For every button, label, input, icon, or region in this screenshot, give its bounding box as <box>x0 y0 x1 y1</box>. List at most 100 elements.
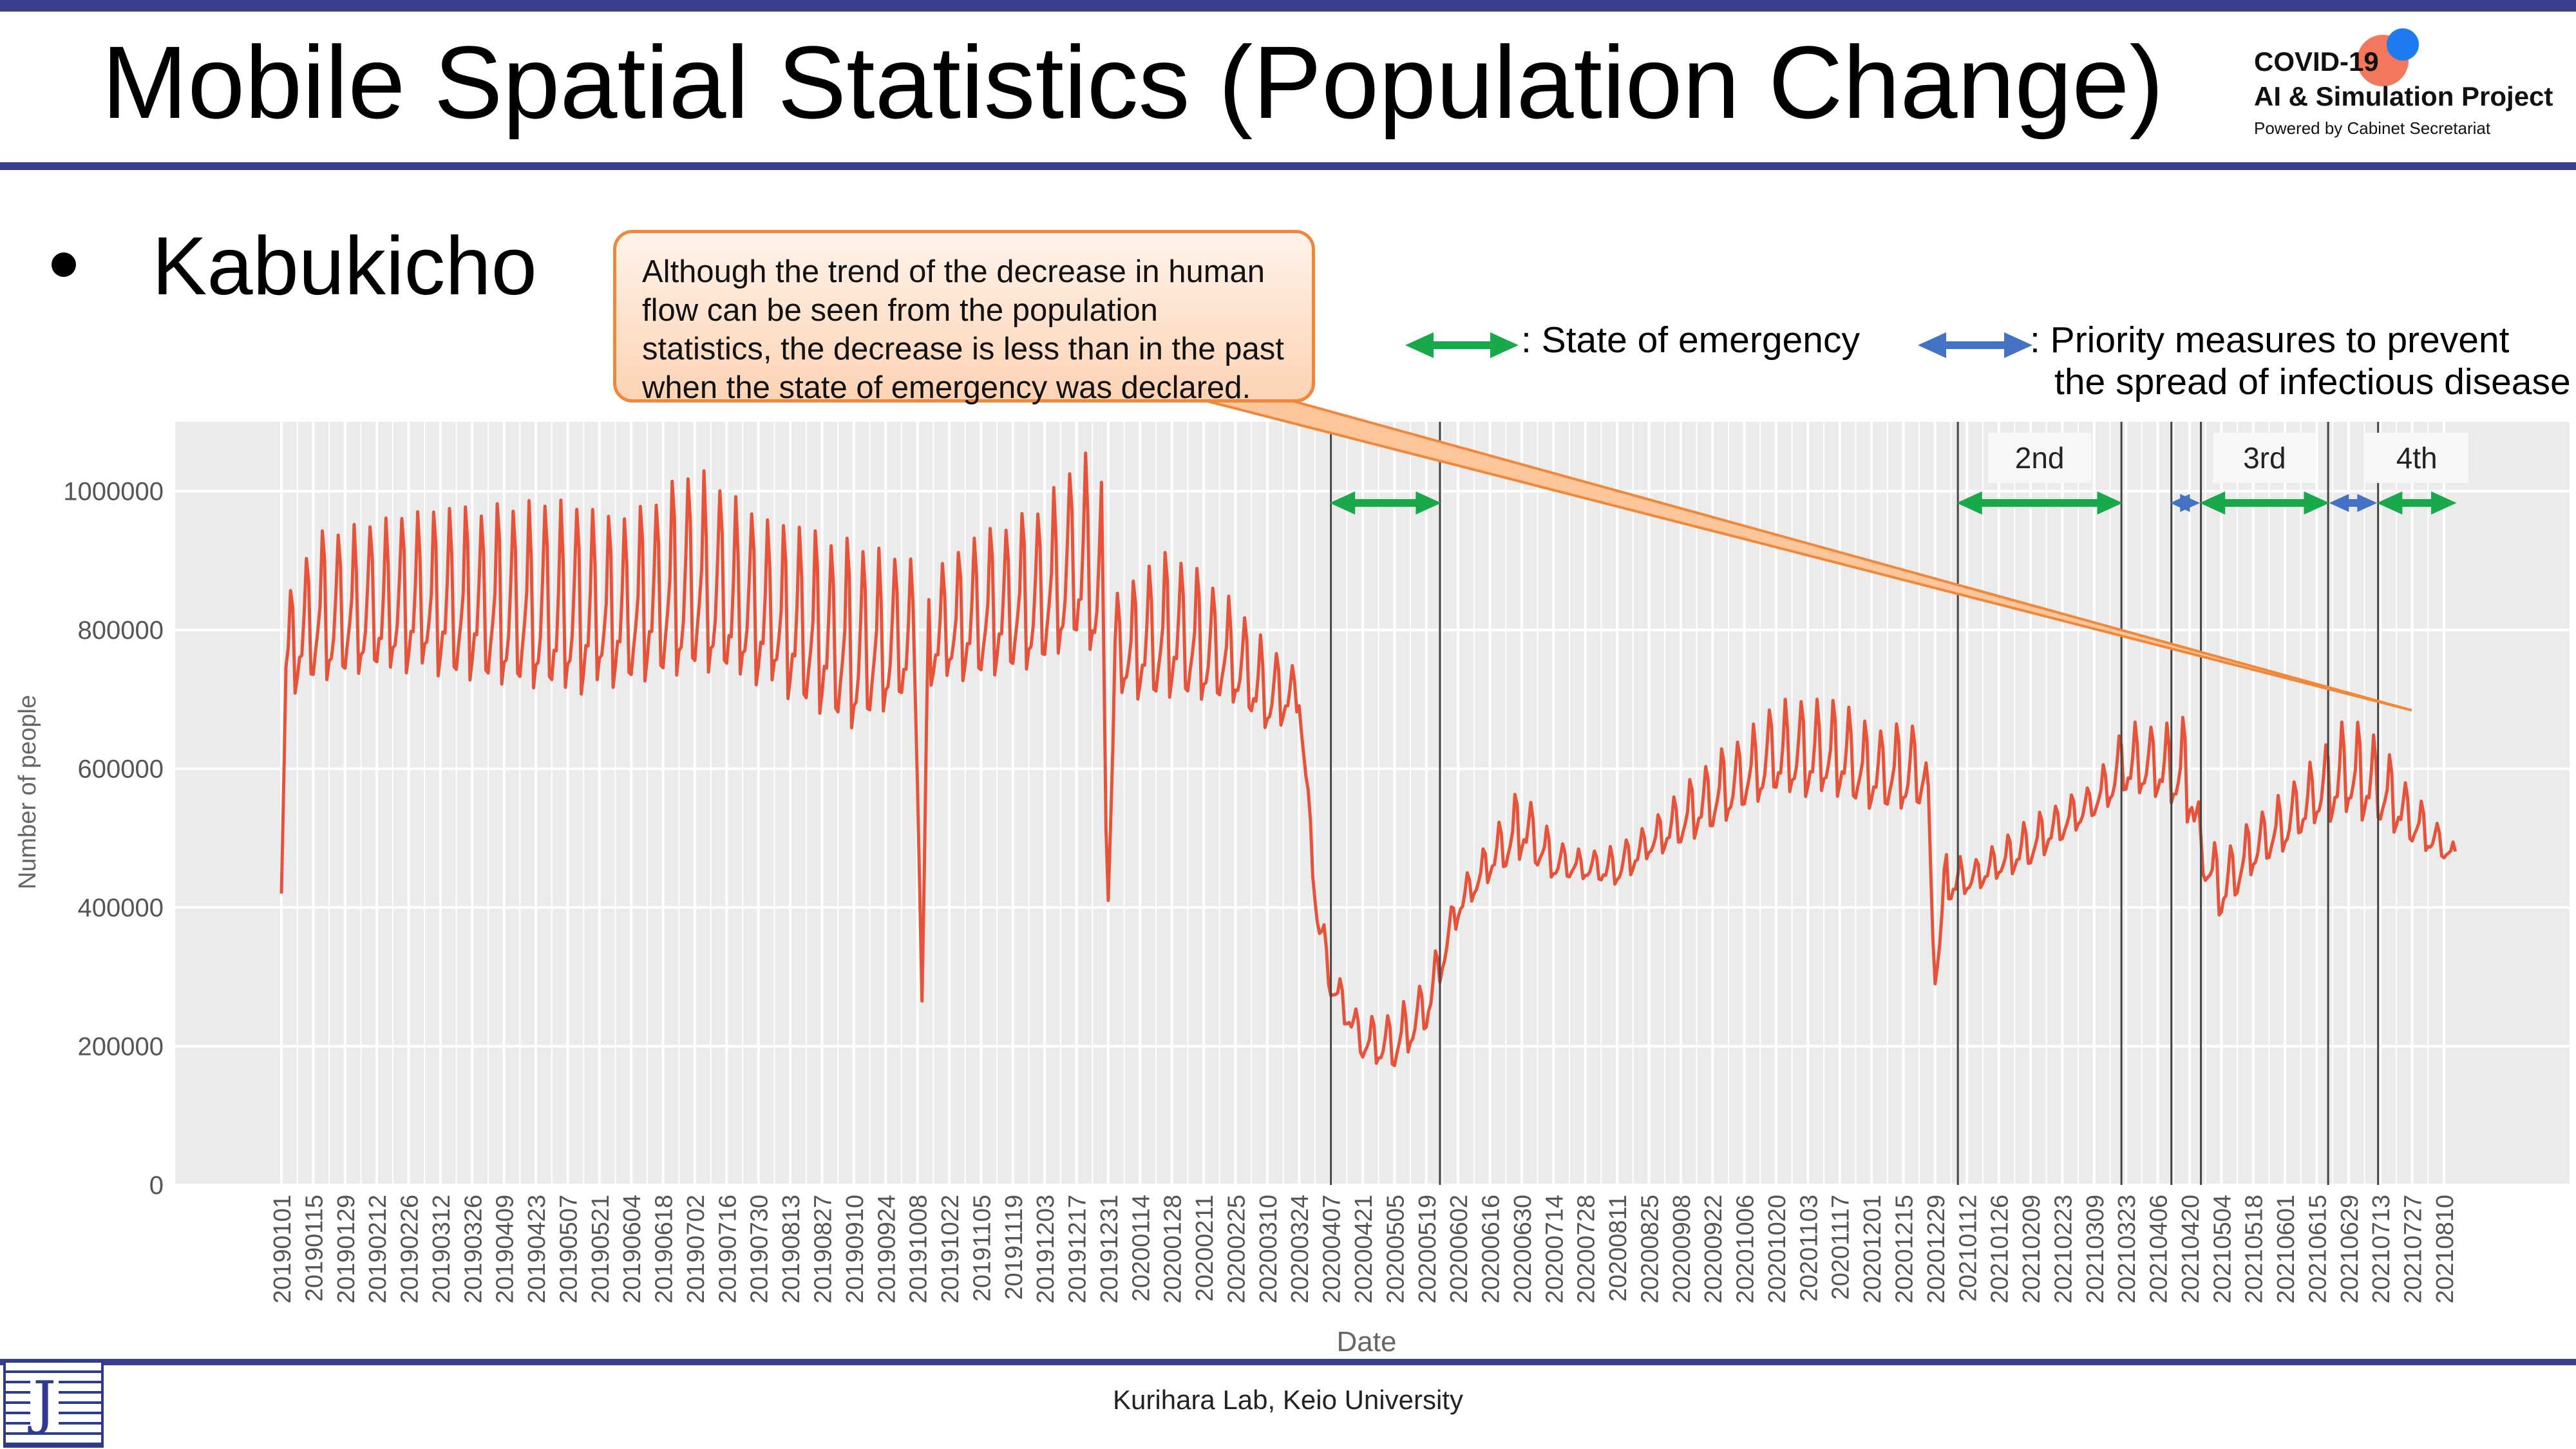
x-tick-label: 20190226 <box>397 1195 424 1303</box>
x-tick-label: 20200922 <box>1700 1195 1727 1303</box>
x-tick-label: 20201229 <box>1923 1195 1950 1303</box>
footer-credit: Kurihara Lab, Keio University <box>1113 1385 1463 1415</box>
x-tick-label: 20200407 <box>1319 1195 1346 1303</box>
legend-priority-arrow-head-left <box>1918 332 1946 358</box>
x-tick-label: 20201215 <box>1891 1195 1918 1303</box>
x-tick-label: 20200421 <box>1350 1195 1378 1303</box>
y-tick-label: 200000 <box>78 1033 164 1061</box>
y-axis-title: Number of people <box>14 695 41 889</box>
x-tick-label: 20200225 <box>1223 1195 1250 1303</box>
brand-line3: Powered by Cabinet Secretariat <box>2254 118 2491 138</box>
legend-priority-line1: : Priority measures to prevent <box>2030 319 2510 361</box>
brand-blue-dot <box>2387 28 2419 61</box>
callout-line: when the state of emergency was declared… <box>642 370 1251 405</box>
x-tick-label: 20200630 <box>1510 1195 1537 1303</box>
x-tick-label: 20200211 <box>1191 1195 1218 1302</box>
x-tick-label: 20191203 <box>1032 1195 1059 1303</box>
x-tick-label: 20210504 <box>2209 1195 2236 1303</box>
callout-line: flow can be seen from the population <box>642 293 1158 328</box>
brand-line1: COVID-19 <box>2254 46 2379 77</box>
x-tick-label: 20201006 <box>1732 1195 1759 1303</box>
x-tick-label: 20190813 <box>778 1195 805 1303</box>
x-tick-label: 20210420 <box>2177 1195 2204 1303</box>
page-title: Mobile Spatial Statistics (Population Ch… <box>102 24 2164 140</box>
plot-background <box>175 422 2570 1185</box>
x-tick-label: 20200616 <box>1478 1195 1505 1303</box>
emergency-period-arrow <box>1329 491 1441 515</box>
legend-emergency-arrow-head-left <box>1405 332 1434 358</box>
x-tick-label: 20190618 <box>651 1195 678 1303</box>
x-tick-label: 20190129 <box>333 1195 360 1303</box>
footer-rule <box>0 1359 2576 1365</box>
period-label-box <box>2213 433 2316 483</box>
x-tick-label: 20201020 <box>1764 1195 1791 1303</box>
x-tick-label: 20200324 <box>1287 1195 1314 1303</box>
callout-box: Although the trend of the decrease in hu… <box>613 230 1315 405</box>
y-tick-label: 0 <box>149 1171 164 1200</box>
x-axis-title: Date <box>1337 1326 1397 1358</box>
emergency-period-arrow-head-left <box>1329 491 1356 515</box>
x-tick-label: 20190326 <box>460 1195 487 1303</box>
x-tick-label: 20190507 <box>555 1195 582 1303</box>
x-tick-label: 20210727 <box>2400 1195 2427 1303</box>
x-tick-label: 20201117 <box>1828 1195 1855 1300</box>
period-label: 2nd <box>2015 441 2065 475</box>
series-line <box>279 451 2458 1068</box>
period-label-box <box>1988 433 2092 483</box>
x-tick-label: 20191217 <box>1065 1195 1092 1303</box>
lab-logo-letter: J <box>30 1374 59 1432</box>
bullet-item: Kabukicho <box>52 225 537 308</box>
x-tick-label: 20200128 <box>1160 1195 1187 1303</box>
callout-line: Although the trend of the decrease in hu… <box>642 254 1265 289</box>
x-tick-label: 20190730 <box>746 1195 773 1303</box>
legend-emergency-arrow <box>1405 332 1519 358</box>
x-tick-label: 20200310 <box>1255 1195 1282 1303</box>
x-tick-label: 20190312 <box>428 1195 455 1303</box>
x-tick-label: 20190702 <box>683 1195 710 1303</box>
legend-emergency-arrow-head-right <box>1490 332 1519 358</box>
x-tick-label: 20210309 <box>2082 1195 2109 1303</box>
emergency-period-arrow <box>2199 491 2330 515</box>
x-tick-label: 20200811 <box>1605 1195 1632 1302</box>
legend-priority-line2: the spread of infectious disease <box>2054 361 2571 402</box>
x-tick-label: 20200714 <box>1541 1195 1568 1303</box>
legend-priority-arrow-head-right <box>2004 332 2032 358</box>
emergency-period-arrow-head-left <box>2376 491 2403 515</box>
x-tick-label: 20200519 <box>1414 1195 1441 1303</box>
priority-period-arrow <box>2170 494 2201 512</box>
emergency-period-arrow-head-right <box>2431 491 2457 515</box>
x-tick-label: 20190115 <box>301 1195 328 1302</box>
x-tick-label: 20200505 <box>1382 1195 1409 1303</box>
x-tick-label: 20210810 <box>2432 1195 2459 1303</box>
x-tick-label: 20210615 <box>2304 1195 2331 1303</box>
x-tick-label: 20201103 <box>1795 1195 1823 1302</box>
brand-line2: AI & Simulation Project <box>2254 81 2553 111</box>
x-tick-label: 20210209 <box>2018 1195 2045 1303</box>
x-tick-label: 20190101 <box>269 1195 296 1303</box>
brand-logo: COVID-19 AI & Simulation Project Powered… <box>2248 28 2553 151</box>
x-tick-label: 20191231 <box>1096 1195 1123 1303</box>
x-tick-label: 20210713 <box>2368 1195 2395 1303</box>
bullet-dot <box>52 252 76 278</box>
x-tick-label: 20190716 <box>714 1195 741 1303</box>
x-tick-label: 20191105 <box>969 1195 996 1302</box>
top-bar <box>0 0 2576 12</box>
x-tick-label: 20191022 <box>937 1195 964 1303</box>
y-tick-label: 400000 <box>78 894 164 922</box>
x-tick-label: 20190409 <box>492 1195 519 1303</box>
x-tick-label: 20190604 <box>619 1195 646 1303</box>
x-tick-label: 20210323 <box>2114 1195 2141 1303</box>
emergency-period-arrow-head-right <box>2097 491 2123 515</box>
y-tick-label: 600000 <box>78 755 164 784</box>
x-tick-label: 20210601 <box>2273 1195 2300 1303</box>
x-tick-label: 20190910 <box>842 1195 869 1303</box>
legend-priority-arrow <box>1918 332 2032 358</box>
emergency-period-arrow <box>1956 491 2123 515</box>
period-label: 3rd <box>2243 441 2286 475</box>
emergency-period-arrow <box>2376 491 2457 515</box>
emergency-period-arrow-head-right <box>1416 491 1441 515</box>
x-tick-label: 20210406 <box>2146 1195 2173 1303</box>
period-label: 4th <box>2396 441 2438 475</box>
legend-emergency: : State of emergency <box>1521 319 1860 361</box>
